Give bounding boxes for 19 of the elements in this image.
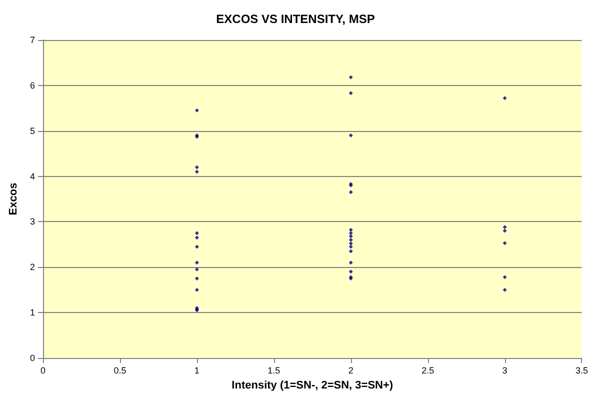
y-tick-label: 0 <box>30 353 35 363</box>
x-tick-label: 0.5 <box>114 366 126 376</box>
y-tick-label: 2 <box>30 262 35 272</box>
y-tick-label: 5 <box>30 126 35 136</box>
x-tick-label: 3.5 <box>575 366 588 376</box>
chart-title: EXCOS VS INTENSITY, MSP <box>216 12 375 26</box>
y-tick-label: 1 <box>30 308 35 318</box>
x-tick-label: 2 <box>348 366 354 376</box>
x-axis-title: Intensity (1=SN-, 2=SN, 3=SN+) <box>232 380 394 392</box>
y-tick-label: 3 <box>30 216 35 227</box>
x-tick-label: 2.5 <box>422 366 434 376</box>
x-tick-label: 1 <box>194 366 200 376</box>
x-tick-label: 0 <box>40 366 46 376</box>
x-tick-label: 3 <box>502 366 508 376</box>
x-tick-label: 1.5 <box>268 366 280 376</box>
y-axis-title: Excos <box>8 182 20 216</box>
y-tick-label: 6 <box>30 80 35 90</box>
y-tick-label: 4 <box>30 171 35 182</box>
y-tick-label: 7 <box>30 35 35 45</box>
